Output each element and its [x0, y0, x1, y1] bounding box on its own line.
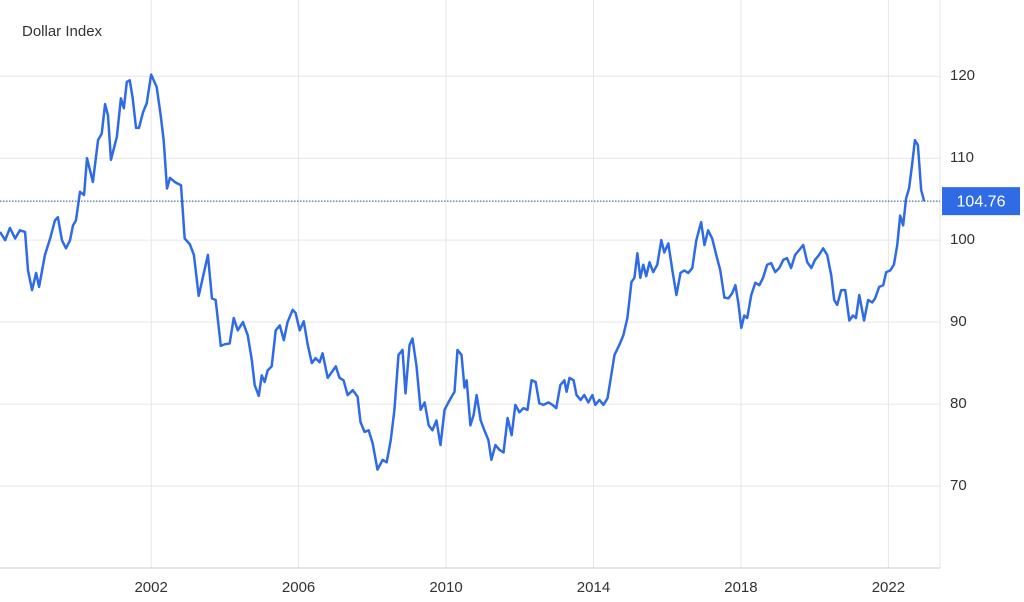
- x-tick-label: 2018: [724, 579, 757, 596]
- x-tick-label: 2010: [429, 579, 462, 596]
- y-tick-label: 90: [950, 313, 967, 330]
- y-tick-label: 120: [950, 67, 975, 84]
- last-value-label: 104.76: [957, 193, 1006, 210]
- y-tick-label: 110: [950, 149, 974, 166]
- x-tick-label: 2022: [872, 579, 905, 596]
- y-tick-label: 70: [950, 477, 967, 494]
- x-tick-label: 2006: [282, 579, 315, 596]
- x-tick-label: 2014: [577, 579, 610, 596]
- y-tick-label: 80: [950, 395, 967, 412]
- y-tick-label: 100: [950, 231, 975, 248]
- x-tick-label: 2002: [134, 579, 167, 596]
- chart-title: Dollar Index: [22, 23, 103, 40]
- data-line: [0, 73, 926, 471]
- last-value-badge: [942, 187, 1020, 216]
